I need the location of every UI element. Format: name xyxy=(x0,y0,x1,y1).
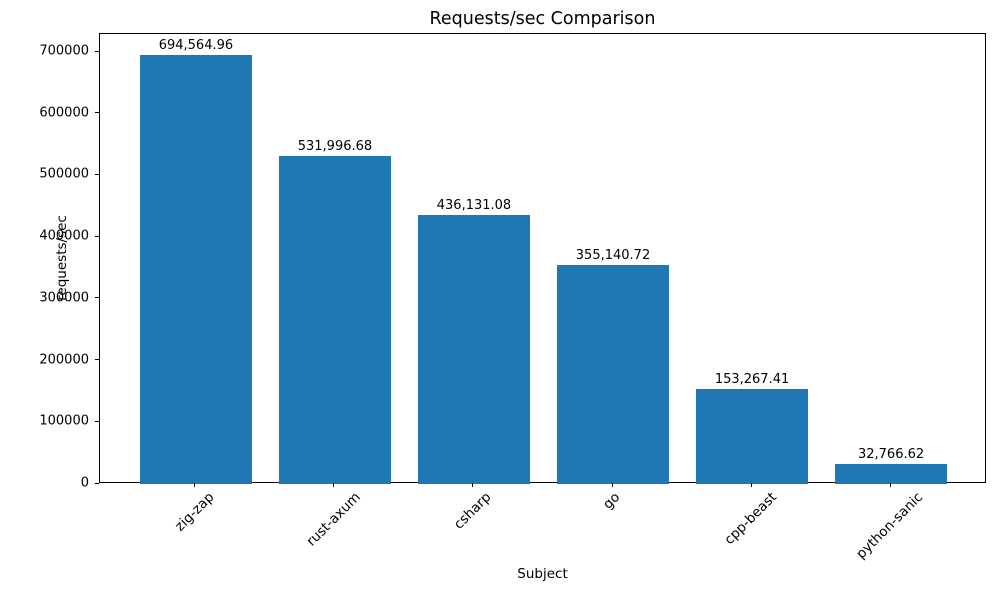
x-tick-mark xyxy=(611,483,613,487)
bar xyxy=(557,264,669,484)
chart-title: Requests/sec Comparison xyxy=(429,9,656,29)
bar xyxy=(696,389,808,484)
y-tick-mark xyxy=(95,112,99,114)
bar-value-label: 355,140.72 xyxy=(575,247,651,263)
x-tick-label: zig-zap xyxy=(171,489,218,535)
y-tick-label: 0 xyxy=(80,475,89,491)
y-tick-mark xyxy=(95,482,99,484)
bar-value-label: 531,996.68 xyxy=(297,138,373,154)
y-tick-mark xyxy=(95,50,99,52)
y-tick-label: 700000 xyxy=(39,43,89,59)
y-tick-mark xyxy=(95,235,99,237)
x-tick-mark xyxy=(194,483,196,487)
x-tick-mark xyxy=(333,483,335,487)
bar-value-label: 153,267.41 xyxy=(714,372,790,388)
y-tick-mark xyxy=(95,173,99,175)
bar xyxy=(835,463,947,484)
y-tick-label: 500000 xyxy=(39,166,89,182)
bar xyxy=(279,155,391,484)
x-tick-label: go xyxy=(600,489,624,513)
y-tick-label: 400000 xyxy=(39,228,89,244)
y-tick-mark xyxy=(95,420,99,422)
x-tick-label: cpp-beast xyxy=(721,489,780,548)
y-tick-label: 600000 xyxy=(39,105,89,121)
bar-value-label: 436,131.08 xyxy=(436,197,512,213)
x-tick-mark xyxy=(750,483,752,487)
bar-value-label: 694,564.96 xyxy=(158,38,234,54)
x-tick-label: rust-axum xyxy=(303,489,364,550)
bar xyxy=(140,55,252,484)
y-tick-label: 200000 xyxy=(39,352,89,368)
y-tick-mark xyxy=(95,359,99,361)
x-axis-label: Subject xyxy=(517,566,568,582)
y-tick-label: 100000 xyxy=(39,413,89,429)
y-tick-label: 300000 xyxy=(39,290,89,306)
plot-area: 694,564.96 531,996.68 436,131.08 355,140.72… xyxy=(99,33,986,484)
x-tick-mark xyxy=(889,483,891,487)
bar-value-label: 32,766.62 xyxy=(857,446,925,462)
bar xyxy=(418,214,530,484)
x-tick-label: python-sanic xyxy=(853,489,927,563)
x-tick-mark xyxy=(472,483,474,487)
x-tick-label: csharp xyxy=(450,489,495,533)
y-tick-mark xyxy=(95,297,99,299)
